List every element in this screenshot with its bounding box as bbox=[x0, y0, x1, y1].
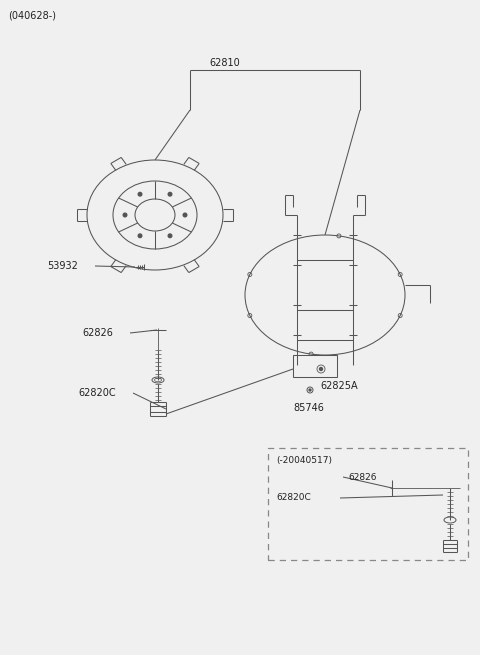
Circle shape bbox=[309, 389, 311, 391]
Text: (040628-): (040628-) bbox=[8, 11, 56, 21]
Circle shape bbox=[183, 213, 187, 217]
Circle shape bbox=[123, 213, 127, 217]
Text: 62826: 62826 bbox=[82, 328, 113, 338]
Circle shape bbox=[168, 234, 172, 238]
Circle shape bbox=[320, 367, 323, 371]
Text: 62820C: 62820C bbox=[276, 493, 311, 502]
Circle shape bbox=[138, 193, 142, 196]
Bar bbox=[268, 448, 468, 560]
Text: 62825A: 62825A bbox=[320, 381, 358, 391]
Circle shape bbox=[138, 234, 142, 238]
Circle shape bbox=[168, 193, 172, 196]
Text: (-20040517): (-20040517) bbox=[276, 457, 332, 466]
Text: 62826: 62826 bbox=[348, 472, 376, 481]
Text: 62810: 62810 bbox=[210, 58, 240, 68]
Text: 62820C: 62820C bbox=[78, 388, 116, 398]
Text: 53932: 53932 bbox=[47, 261, 78, 271]
FancyBboxPatch shape bbox=[293, 355, 337, 377]
Text: 85746: 85746 bbox=[293, 403, 324, 413]
